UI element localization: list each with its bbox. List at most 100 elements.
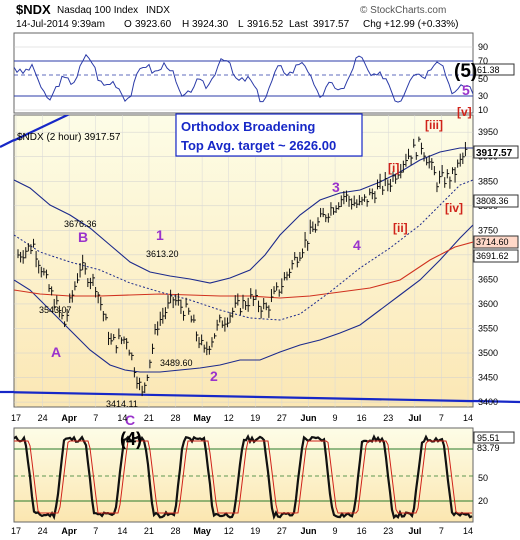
price-label-3613: 3613.20 [146, 249, 179, 259]
wave-iv: [iv] [445, 201, 463, 215]
x-tick-label: 9 [333, 526, 338, 536]
y-tick-label: 3400 [478, 397, 498, 407]
high-value: 3924.30 [192, 19, 229, 30]
level-tag-3808 [473, 194, 519, 208]
rsi-tick-90: 90 [478, 42, 488, 52]
osc-value-tag [473, 431, 515, 444]
x-axis-bottom: 17 24 Apr 7 14 21 28 May 12 19 27 Jun 9 16 23 Jul 7 14 [11, 526, 473, 536]
rsi-value-tag [473, 63, 515, 76]
last-price-tag-text: 3917.57 [476, 148, 513, 159]
x-tick-label: 21 [144, 526, 154, 536]
open-label: O [124, 19, 132, 30]
price-label-3676: 3676.36 [64, 219, 97, 229]
oscillator-d [14, 440, 472, 514]
x-tick-label: 17 [11, 526, 21, 536]
x-tick-label: 16 [357, 413, 367, 423]
price-bars [17, 136, 468, 397]
price-legend: $NDX (2 hour) 3917.57 [17, 132, 121, 143]
osc-value-2: 83.79 [477, 443, 500, 453]
orthodox-target: Top Avg. target ~ 2626.00 [181, 138, 336, 153]
x-tick-label: May [193, 526, 211, 536]
x-tick-label: 24 [38, 526, 48, 536]
rsi-panel [13, 32, 474, 114]
x-tick-label: 14 [117, 413, 127, 423]
chg-value: +12.99 (+0.33%) [384, 19, 459, 30]
last-price-tag [473, 145, 519, 159]
y-tick-label: 3600 [478, 299, 498, 309]
y-tick-label: 3550 [478, 323, 498, 333]
last-value: 3917.57 [313, 19, 350, 30]
y-tick-label: 3500 [478, 348, 498, 358]
x-tick-label: Jul [408, 413, 421, 423]
level-tag-3691 [473, 249, 519, 263]
x-tick-label: 21 [144, 413, 154, 423]
orthodox-title: Orthodox Broadening [181, 119, 315, 134]
broadening-upper-line [14, 115, 71, 142]
x-tick-label: Jun [300, 526, 316, 536]
high-label: H [182, 19, 189, 30]
x-tick-label: 9 [333, 413, 338, 423]
watermark: © StockCharts.com [360, 5, 446, 16]
rsi-tick-50: 50 [478, 74, 488, 84]
date-time: 14-Jul-2014 9:39am [16, 19, 105, 30]
oscillator-k [14, 434, 473, 521]
y-tick-label: 3950 [478, 127, 498, 137]
level-tag-3808-text: 3808.36 [476, 196, 509, 206]
x-tick-label: Apr [61, 413, 77, 423]
y-tick-label: 3450 [478, 373, 498, 383]
wave-b: B [78, 229, 88, 245]
orthodox-box [175, 113, 363, 157]
osc-value: 95.51 [477, 433, 500, 443]
x-axis-top: 17 24 Apr 7 14 21 28 May 12 19 27 Jun 9 16 23 Jul 7 14 [11, 413, 473, 423]
wave-i: [i] [388, 161, 399, 175]
x-tick-label: 12 [224, 413, 234, 423]
moving-average-red [14, 241, 473, 299]
symbol: $NDX [16, 2, 51, 17]
x-tick-label: 7 [439, 413, 444, 423]
low-label: L [238, 19, 244, 30]
price-label-3489: 3489.60 [160, 358, 193, 368]
x-tick-label: 27 [277, 413, 287, 423]
x-tick-label: Apr [61, 526, 77, 536]
rsi-tick-30: 30 [478, 91, 488, 101]
wave-iii: [iii] [425, 118, 443, 132]
level-tag-3714 [473, 235, 519, 249]
wave-4-lower: (4) [120, 429, 142, 449]
price-y-axis: 3950390038503800375037003650360035503500… [478, 127, 498, 407]
wave-4: 4 [353, 237, 361, 253]
level-tag-3714-text: 3714.60 [476, 237, 509, 247]
osc-tick-50: 50 [478, 473, 488, 483]
wave-v: [v] [457, 105, 472, 119]
rsi-value: 61.38 [477, 65, 500, 75]
x-tick-label: 14 [463, 413, 473, 423]
x-tick-label: 27 [277, 526, 287, 536]
rsi-tick-10: 10 [478, 105, 488, 115]
chg-label: Chg [363, 19, 381, 30]
wave-ii: [ii] [393, 221, 408, 235]
bollinger-middle [14, 179, 473, 321]
wave-a: A [51, 344, 61, 360]
x-tick-label: May [193, 413, 211, 423]
osc-tick-20: 20 [478, 496, 488, 506]
wave-c: C [125, 412, 135, 428]
bollinger-upper [14, 147, 473, 284]
x-tick-label: 17 [11, 413, 21, 423]
x-tick-label: Jul [408, 526, 421, 536]
x-tick-label: 28 [171, 526, 181, 536]
x-tick-label: 19 [250, 413, 260, 423]
x-tick-label: 14 [463, 526, 473, 536]
x-tick-label: 23 [383, 526, 393, 536]
index-name: Nasdaq 100 Index [57, 5, 138, 16]
wave-1: 1 [156, 227, 164, 243]
x-tick-label: 12 [224, 526, 234, 536]
y-tick-label: 3850 [478, 176, 498, 186]
price-label-3543: 3543.07 [39, 305, 72, 315]
x-tick-label: 23 [383, 413, 393, 423]
x-tick-label: Jun [300, 413, 316, 423]
open-value: 3923.60 [135, 19, 172, 30]
x-tick-label: 16 [357, 526, 367, 536]
wave-5-purple: 5 [462, 82, 470, 98]
y-tick-label: 3650 [478, 274, 498, 284]
last-label: Last [289, 19, 308, 30]
